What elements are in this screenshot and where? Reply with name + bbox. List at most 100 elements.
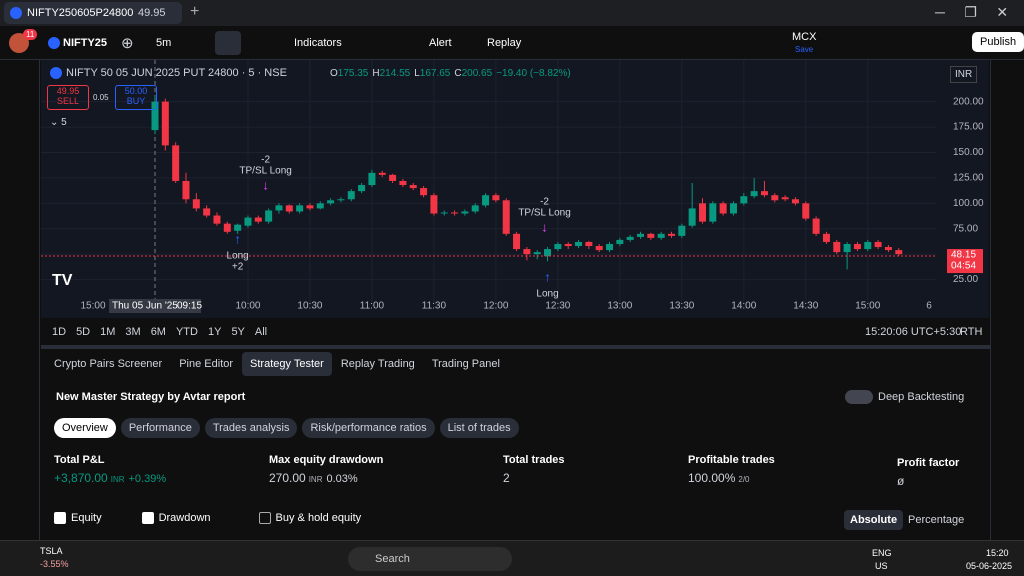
annotation-top: Long xyxy=(536,289,558,300)
candle-body xyxy=(884,247,892,251)
subtab[interactable]: List of trades xyxy=(439,418,519,438)
y-tick-label: 150.00 xyxy=(953,147,984,158)
save[interactable]: Save xyxy=(795,45,814,54)
candle-body xyxy=(234,224,242,231)
add-symbol[interactable]: ⊕ xyxy=(121,35,134,52)
checkbox[interactable] xyxy=(141,512,154,525)
y-tick-label: 125.00 xyxy=(953,173,984,184)
new-tab[interactable]: + xyxy=(190,3,200,20)
candle-body xyxy=(822,233,830,242)
strategy: New Master Strategy by Avtar report xyxy=(56,391,246,403)
panel-tab[interactable]: Pine Editor xyxy=(179,358,234,370)
percentage[interactable]: Percentage xyxy=(908,514,965,526)
range[interactable]: All xyxy=(254,326,268,338)
search-box[interactable] xyxy=(348,547,512,571)
candle-body xyxy=(430,195,438,214)
subtab[interactable]: Risk/performance ratios xyxy=(302,418,435,438)
x-tick-label: 15:00 xyxy=(80,301,105,312)
ohlc-value: 214.55 xyxy=(379,68,411,79)
candle-body xyxy=(688,208,696,226)
candle-body xyxy=(750,191,758,197)
alert[interactable]: Alert xyxy=(429,37,452,49)
metric: Total trades 2 xyxy=(503,454,565,485)
candle-body xyxy=(616,239,624,244)
range[interactable]: 6M xyxy=(150,326,166,338)
buy-button[interactable]: 50.00 BUY xyxy=(115,85,157,110)
metric-value: ø xyxy=(897,474,905,488)
check-label: Buy & hold equity xyxy=(275,512,362,525)
metric-value: 2 xyxy=(503,471,510,485)
metric-row: +3,870.00 INR +0.39% xyxy=(54,471,166,485)
subtab[interactable]: Trades analysis xyxy=(204,418,298,438)
metric-unit: INR xyxy=(110,475,125,484)
change: −19.40 (−8.82%) xyxy=(496,68,571,79)
panel-tab[interactable]: Crypto Pairs Screener xyxy=(54,358,163,370)
interval[interactable]: 5m xyxy=(156,37,172,49)
panel xyxy=(41,345,990,540)
candle-body xyxy=(451,212,459,214)
candle-body xyxy=(223,223,231,232)
panel-tab[interactable]: Strategy Tester xyxy=(242,352,332,376)
indicator-count[interactable]: ⌄ 5 xyxy=(50,117,67,128)
y-tick-label: 75.00 xyxy=(953,223,978,234)
last-price-bg xyxy=(947,249,983,274)
y-tick-label: 100.00 xyxy=(953,198,984,209)
range[interactable]: 1M xyxy=(100,326,116,338)
range[interactable]: 3M xyxy=(125,326,141,338)
candle-body xyxy=(895,250,903,255)
candle-body xyxy=(254,217,262,222)
candle-body xyxy=(151,101,159,131)
absolute[interactable]: Absolute xyxy=(844,510,904,530)
range[interactable]: YTD xyxy=(175,326,198,338)
metric-extra: +0.39% xyxy=(128,473,167,485)
candle-body xyxy=(647,233,655,238)
symbol[interactable]: NIFTY25 xyxy=(63,37,108,49)
x-tick-label: 10:30 xyxy=(297,301,322,312)
subtab[interactable]: Performance xyxy=(120,418,200,438)
window-controls[interactable]: ─ ❐ ✕ xyxy=(935,4,1009,20)
candle-body xyxy=(791,199,799,204)
deep-toggle[interactable] xyxy=(845,390,873,404)
publish[interactable]: Publish xyxy=(972,32,1024,52)
range[interactable]: 5D xyxy=(76,326,91,338)
x-tick-label: 13:00 xyxy=(607,301,632,312)
candle-body xyxy=(523,249,531,255)
range-bar: 1D 5D 1M 3M 6M YTD 1Y 5Y All xyxy=(52,326,277,338)
range[interactable]: 1Y xyxy=(207,326,222,338)
checks: Equity Drawdown Buy & hold equity xyxy=(54,512,409,525)
exchange[interactable]: MCX xyxy=(792,31,817,43)
check-label: Equity xyxy=(71,512,102,525)
indicators[interactable]: Indicators xyxy=(294,37,342,49)
candle-body xyxy=(213,215,221,224)
chart-type[interactable] xyxy=(215,31,241,55)
session[interactable]: RTH xyxy=(960,326,983,338)
panel-tab[interactable]: Replay Trading xyxy=(340,358,415,370)
candle-body xyxy=(265,210,273,222)
subtab[interactable]: Overview xyxy=(54,418,116,438)
candle-body xyxy=(327,200,335,204)
tab[interactable] xyxy=(4,2,182,24)
candle-body xyxy=(554,243,562,250)
sell-button[interactable]: 49.95 SELL xyxy=(47,85,89,110)
candle-body xyxy=(471,205,479,212)
currency[interactable]: INR xyxy=(950,66,978,83)
ohlc-key: H xyxy=(372,68,380,79)
checkbox[interactable] xyxy=(258,512,271,525)
candle-body xyxy=(182,180,190,200)
metric: Profitable trades 100.00% 2/0 xyxy=(688,454,775,485)
checkbox[interactable] xyxy=(54,512,66,525)
metric-row: 270.00 INR 0.03% xyxy=(269,471,383,485)
x-tick-label: 12:30 xyxy=(545,301,570,312)
panel-tab[interactable]: Trading Panel xyxy=(431,358,500,370)
buy-price: 50.00 xyxy=(124,86,148,96)
candle-body xyxy=(864,241,872,250)
annotation-top: Long xyxy=(227,251,249,262)
range[interactable]: 5Y xyxy=(231,326,245,338)
candle-body xyxy=(203,208,211,216)
metric-label: Profit factor xyxy=(897,457,960,469)
replay[interactable]: Replay xyxy=(487,37,522,49)
ticker-change: -3.55% xyxy=(40,559,69,569)
range[interactable]: 1D xyxy=(52,326,67,338)
badge: 11 xyxy=(23,29,38,40)
